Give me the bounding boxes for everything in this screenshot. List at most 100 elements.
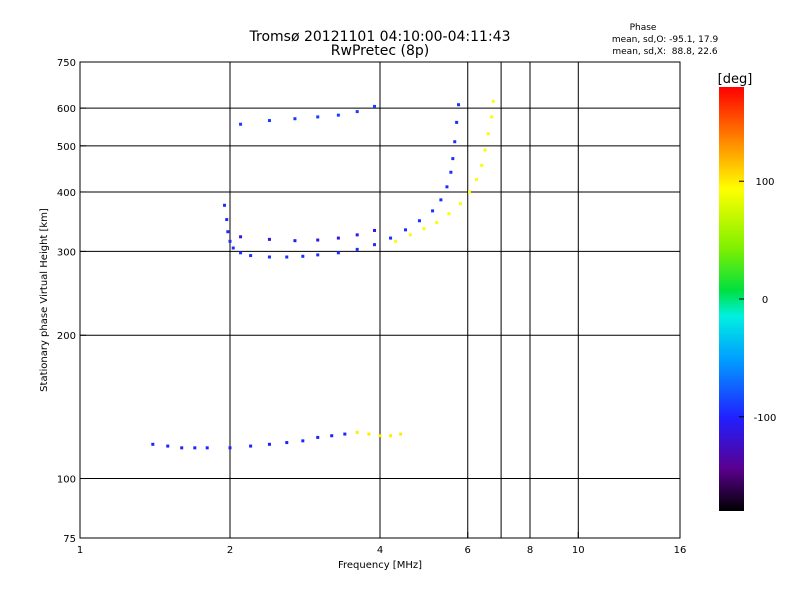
data-point: [355, 247, 359, 251]
data-point: [439, 198, 443, 202]
data-point: [451, 157, 455, 161]
data-point: [417, 219, 421, 223]
data-point: [267, 237, 271, 241]
data-points: [151, 99, 495, 450]
x-tick-label: 4: [377, 545, 383, 556]
x-tick-label: 2: [227, 545, 233, 556]
data-point: [166, 444, 170, 448]
data-point: [468, 190, 472, 194]
data-point: [301, 439, 305, 443]
chart-title: Tromsø 20121101 04:10:00-04:11:43: [249, 29, 511, 45]
data-point: [355, 233, 359, 237]
x-tick-label: 1: [77, 545, 83, 556]
colorbar-tick-label: 100: [755, 177, 774, 188]
data-point: [151, 442, 155, 446]
gridlines: [80, 62, 680, 538]
colorbar-tick-label: 0: [762, 295, 768, 306]
data-point: [355, 110, 359, 114]
data-point: [267, 119, 271, 123]
stats-line-o: mean, sd,O: -95.1, 17.9: [612, 35, 719, 45]
data-point: [378, 434, 382, 438]
y-tick-label: 300: [57, 247, 76, 258]
y-axis-ticks: 75 100 200 300 400 500 600 750: [57, 58, 86, 545]
x-tick-label: 10: [572, 545, 585, 556]
data-point: [449, 170, 453, 174]
data-point: [343, 432, 347, 436]
colorbar-ticks: 100 0 -100: [739, 177, 776, 424]
data-point: [458, 202, 462, 206]
x-axis-label: Frequency [MHz]: [338, 560, 422, 571]
data-point: [205, 446, 209, 450]
data-point: [457, 103, 461, 107]
data-point: [455, 120, 459, 124]
data-point: [435, 221, 439, 225]
y-tick-label: 100: [57, 475, 76, 486]
data-point: [486, 132, 490, 136]
data-point: [373, 104, 377, 108]
data-point: [180, 446, 184, 450]
stats-heading: Phase: [630, 23, 657, 33]
data-point: [223, 203, 227, 207]
y-tick-label: 200: [57, 331, 76, 342]
data-point: [373, 243, 377, 247]
data-point: [285, 441, 289, 445]
data-point: [475, 177, 479, 181]
data-point: [316, 253, 320, 257]
data-point: [231, 246, 235, 250]
data-point: [293, 117, 297, 121]
data-point: [249, 254, 253, 258]
colorbar-tick-label: -100: [754, 413, 777, 424]
data-point: [389, 434, 393, 438]
data-point: [225, 218, 229, 222]
x-axis-ticks: 1 2 4 6 8 10 16: [77, 532, 687, 556]
data-point: [403, 228, 407, 232]
data-point: [491, 99, 495, 103]
data-point: [316, 115, 320, 119]
data-point: [330, 434, 334, 438]
colorbar-label: [deg]: [718, 72, 753, 87]
data-point: [431, 209, 435, 213]
data-point: [367, 432, 371, 436]
data-point: [336, 113, 340, 117]
data-point: [239, 235, 243, 239]
y-tick-label: 400: [57, 188, 76, 199]
data-point: [483, 148, 487, 152]
x-tick-label: 8: [527, 545, 533, 556]
data-point: [336, 251, 340, 255]
x-tick-label: 16: [674, 545, 687, 556]
data-point: [267, 255, 271, 259]
stats-line-x: mean, sd,X: 88.8, 22.6: [612, 47, 718, 57]
data-point: [239, 251, 243, 255]
data-point: [226, 230, 230, 234]
x-tick-label: 6: [465, 545, 471, 556]
data-point: [301, 254, 305, 258]
y-tick-label: 750: [57, 58, 76, 69]
data-point: [239, 122, 243, 126]
data-point: [389, 236, 393, 240]
data-point: [447, 212, 451, 216]
y-axis-label: Stationary phase Virtual Height [km]: [39, 208, 50, 392]
y-tick-label: 75: [63, 534, 76, 545]
data-point: [228, 239, 232, 243]
plot-area: 1 2 4 6 8 10 16 75 100 200 300 400 500 600 750: [57, 58, 686, 556]
data-point: [453, 140, 457, 144]
data-point: [249, 444, 253, 448]
data-point: [228, 446, 232, 450]
data-point: [293, 239, 297, 243]
data-point: [285, 255, 289, 259]
data-point: [193, 446, 197, 450]
data-point: [373, 228, 377, 232]
chart-subtitle: RwPretec (8p): [331, 43, 429, 59]
data-point: [422, 227, 426, 231]
data-point: [336, 236, 340, 240]
data-point: [445, 185, 449, 189]
data-point: [316, 238, 320, 242]
y-tick-label: 600: [57, 104, 76, 115]
data-point: [408, 233, 412, 237]
data-point: [316, 435, 320, 439]
data-point: [355, 430, 359, 434]
data-point: [267, 442, 271, 446]
data-point: [490, 115, 494, 119]
y-tick-label: 500: [57, 142, 76, 153]
